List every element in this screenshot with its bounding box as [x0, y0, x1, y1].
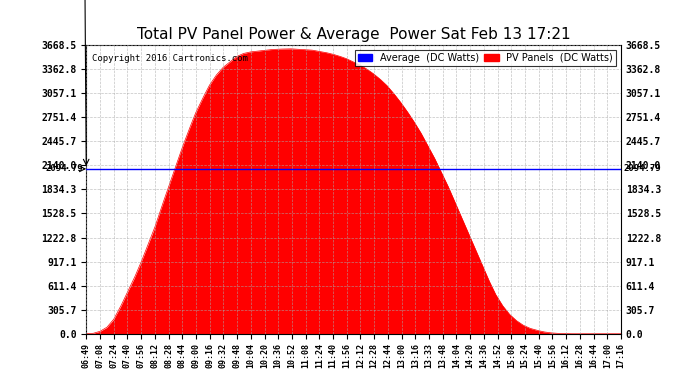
Legend: Average  (DC Watts), PV Panels  (DC Watts): Average (DC Watts), PV Panels (DC Watts)	[355, 50, 616, 66]
Title: Total PV Panel Power & Average  Power Sat Feb 13 17:21: Total PV Panel Power & Average Power Sat…	[137, 27, 571, 42]
Text: Copyright 2016 Cartronics.com: Copyright 2016 Cartronics.com	[92, 54, 248, 63]
Text: 2094.79: 2094.79	[624, 164, 661, 173]
Text: 2094.79: 2094.79	[46, 164, 83, 173]
